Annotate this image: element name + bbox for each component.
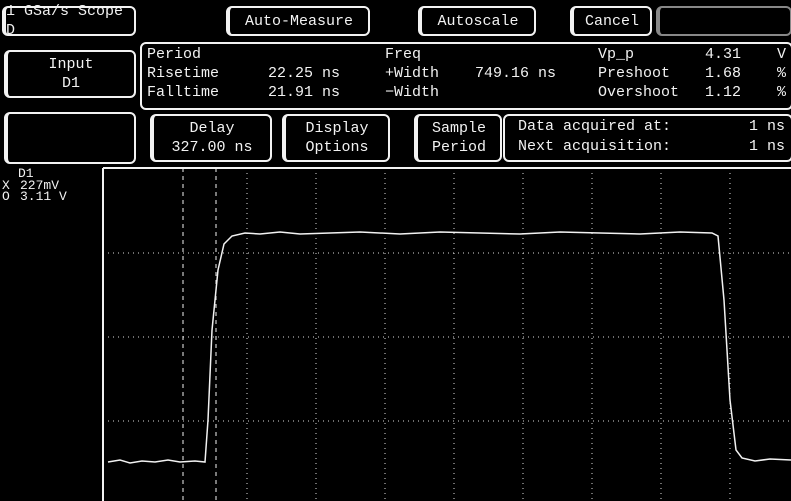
measurement-text: 1.12 (705, 84, 742, 101)
cancel-button[interactable]: Cancel (570, 6, 652, 36)
measurement-text: 749.16 ns (475, 65, 557, 82)
measurement-panel (140, 42, 791, 110)
measurement-text: 1.68 (705, 65, 742, 82)
measurement-text: Vp_p (598, 46, 635, 63)
empty-button[interactable] (4, 112, 136, 164)
acq-label: Data acquired at: (518, 118, 672, 135)
measurement-text: V (776, 46, 786, 63)
delay-button[interactable]: Delay 327.00 ns (150, 114, 272, 162)
button-label: Options (305, 139, 369, 156)
button-label: Auto-Measure (244, 12, 354, 30)
acq-label: Next acquisition: (518, 138, 672, 155)
measurement-text: Freq (385, 46, 422, 63)
o-value: 3.11 V (20, 189, 67, 204)
button-value: 327.00 ns (171, 139, 253, 156)
measurement-text: Overshoot (598, 84, 680, 101)
acq-value: 1 ns (748, 118, 785, 135)
measurement-text: −Width (385, 84, 440, 101)
button-label: Cancel (584, 12, 639, 30)
measurement-text: Period (147, 46, 202, 63)
acquisition-panel (503, 114, 791, 162)
measurement-text: 4.31 (705, 46, 742, 63)
autoscale-button[interactable]: Autoscale (418, 6, 536, 36)
button-label: Input (48, 56, 94, 73)
measurement-text: Falltime (147, 84, 220, 101)
button-label: 1 GSa/s Scope D (6, 3, 124, 39)
acq-value: 1 ns (748, 138, 785, 155)
measurement-text: 21.91 ns (268, 84, 341, 101)
measurement-text: % (776, 84, 786, 101)
waveform (107, 231, 791, 464)
measurement-text: Preshoot (598, 65, 671, 82)
measurement-text: +Width (385, 65, 440, 82)
scope-button[interactable]: 1 GSa/s Scope D (2, 3, 136, 39)
measurement-text: 22.25 ns (268, 65, 341, 82)
channel-name: D1 (18, 166, 34, 181)
button-label: Autoscale (437, 12, 519, 30)
button-label: Period (431, 139, 486, 156)
button-label: D1 (61, 75, 80, 92)
auto-measure-button[interactable]: Auto-Measure (226, 6, 370, 36)
input-button[interactable]: Input D1 (4, 50, 136, 98)
measurement-text: % (776, 65, 786, 82)
button-label: Sample (431, 120, 486, 137)
x-label: X (2, 178, 10, 193)
button-label: Display (305, 120, 369, 137)
sample-period-button[interactable]: Sample Period (414, 114, 502, 162)
measurement-text: Risetime (147, 65, 220, 82)
o-label: O (2, 189, 10, 204)
display-options-button[interactable]: Display Options (282, 114, 390, 162)
button-label: Delay (189, 120, 235, 137)
x-value: 227mV (20, 178, 60, 193)
